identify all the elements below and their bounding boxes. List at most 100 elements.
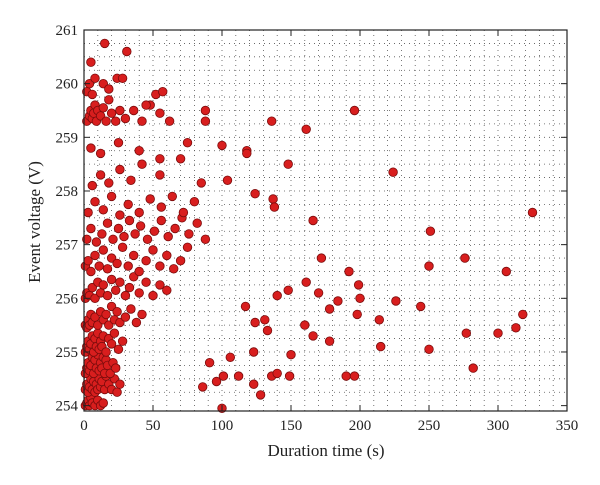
data-point xyxy=(95,148,106,159)
data-point xyxy=(99,38,110,49)
data-point xyxy=(134,207,144,218)
y-tick-label: 255 xyxy=(56,345,79,361)
x-tick-label: 300 xyxy=(487,418,510,434)
data-point xyxy=(333,296,343,306)
data-point xyxy=(131,317,142,328)
data-point xyxy=(128,105,139,116)
data-point xyxy=(200,105,211,116)
data-point xyxy=(316,253,327,263)
data-point xyxy=(156,202,167,212)
data-point xyxy=(134,145,144,156)
data-point xyxy=(308,215,318,226)
data-point xyxy=(527,207,538,218)
data-point xyxy=(126,175,136,186)
data-point xyxy=(493,328,503,338)
data-point xyxy=(391,296,401,306)
data-point xyxy=(120,312,131,322)
data-point xyxy=(182,137,193,148)
data-point xyxy=(86,143,96,153)
data-point xyxy=(117,242,128,253)
data-point xyxy=(123,199,133,210)
data-point xyxy=(137,116,147,126)
data-point xyxy=(248,347,259,357)
axis-ticks xyxy=(83,29,568,411)
data-point xyxy=(109,328,120,338)
data-point xyxy=(155,261,165,271)
data-point xyxy=(250,317,260,328)
data-point xyxy=(286,350,296,360)
data-point xyxy=(460,253,470,263)
data-point xyxy=(94,261,104,271)
y-tick-labels: 254 255 256 257 258 259 260 261 xyxy=(56,23,79,415)
data-point xyxy=(135,221,146,231)
data-point xyxy=(91,237,102,247)
data-point xyxy=(204,358,215,368)
data-point xyxy=(113,344,124,355)
data-point xyxy=(196,178,207,188)
data-point xyxy=(162,285,172,296)
data-point xyxy=(104,178,114,188)
data-point xyxy=(87,89,98,100)
data-point xyxy=(142,234,153,245)
data-point xyxy=(511,323,521,333)
data-point xyxy=(102,218,113,228)
data-point xyxy=(115,379,125,389)
data-point xyxy=(106,339,117,349)
data-point xyxy=(242,148,252,159)
data-point xyxy=(102,264,113,274)
data-point xyxy=(110,116,121,126)
data-point xyxy=(155,154,165,164)
data-point xyxy=(355,293,365,304)
data-point xyxy=(262,325,273,336)
y-tick-label: 261 xyxy=(56,23,79,39)
data-point xyxy=(424,344,434,355)
data-point xyxy=(255,390,266,400)
data-point xyxy=(300,320,310,330)
data-point xyxy=(248,379,259,389)
data-point xyxy=(90,196,100,207)
data-point xyxy=(518,309,528,320)
data-point xyxy=(240,301,251,312)
y-tick-label: 256 xyxy=(56,291,79,307)
data-point xyxy=(95,170,106,180)
data-point xyxy=(260,315,270,325)
data-point xyxy=(145,194,155,204)
data-point xyxy=(217,140,227,151)
data-point xyxy=(324,304,335,314)
data-point xyxy=(83,207,93,218)
data-point xyxy=(117,73,128,84)
data-point xyxy=(424,261,434,271)
y-axis-label: Event voltage (V) xyxy=(25,161,44,283)
x-tick-labels: 0 50 100 150 200 250 300 350 xyxy=(80,418,578,434)
data-point xyxy=(122,46,132,57)
data-point xyxy=(157,86,168,97)
data-point xyxy=(267,116,277,126)
data-point xyxy=(90,293,100,304)
data-point xyxy=(184,229,194,239)
data-point xyxy=(284,371,295,381)
data-point xyxy=(170,223,180,234)
data-point xyxy=(120,113,131,124)
data-point xyxy=(222,175,233,186)
data-point xyxy=(112,307,122,317)
data-point xyxy=(98,245,109,255)
data-point xyxy=(155,108,165,118)
data-point xyxy=(178,207,189,218)
data-point xyxy=(272,290,282,301)
data-point xyxy=(137,159,147,169)
data-point xyxy=(283,159,293,169)
data-point xyxy=(101,116,111,126)
x-tick-label: 250 xyxy=(418,418,441,434)
data-point xyxy=(349,371,360,381)
data-point xyxy=(182,242,193,253)
data-point xyxy=(349,105,360,116)
data-point xyxy=(200,234,211,245)
data-point xyxy=(101,347,111,357)
data-point xyxy=(192,218,202,228)
data-point xyxy=(269,202,280,212)
data-point xyxy=(110,363,121,373)
data-point xyxy=(501,266,512,277)
data-point xyxy=(120,290,131,301)
y-tick-label: 257 xyxy=(56,238,79,254)
x-tick-label: 100 xyxy=(211,418,234,434)
